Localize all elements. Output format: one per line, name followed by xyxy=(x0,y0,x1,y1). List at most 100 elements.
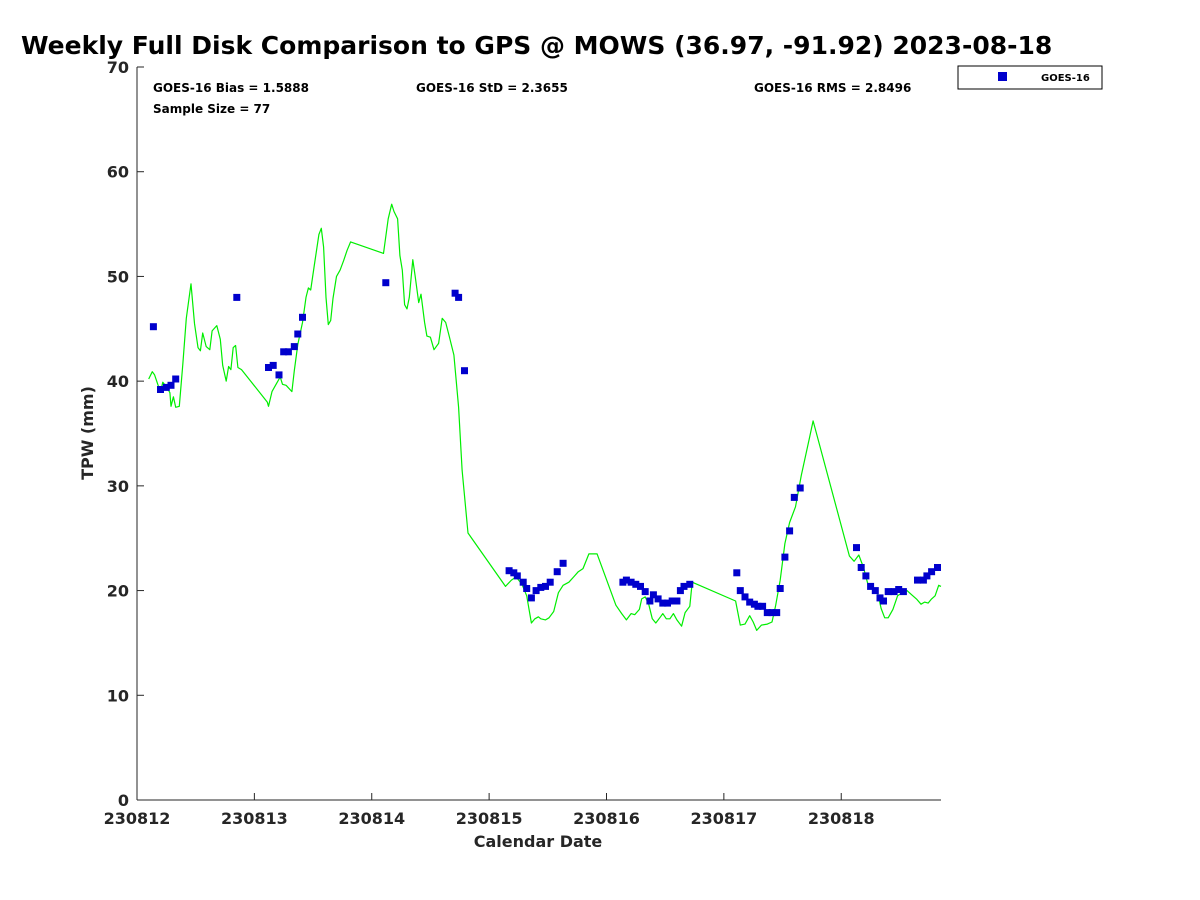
goes16-data-point xyxy=(649,591,657,599)
goes16-data-point xyxy=(923,572,931,580)
goes16-data-point xyxy=(290,343,298,351)
goes16-data-point xyxy=(637,582,644,590)
goes16-data-point xyxy=(527,594,535,602)
legend-box xyxy=(957,65,1103,90)
goes16-data-point xyxy=(759,602,767,610)
y-tick-label: 40 xyxy=(107,372,129,391)
goes16-data-point xyxy=(641,588,649,596)
goes16-data-point xyxy=(781,553,789,561)
goes16-data-point xyxy=(646,597,654,605)
goes16-data-point xyxy=(172,375,180,383)
stat-bias: GOES-16 Bias = 1.5888 xyxy=(153,81,309,95)
goes16-data-point xyxy=(542,582,549,590)
goes16-data-point xyxy=(928,568,936,576)
goes16-data-point xyxy=(382,279,390,287)
goes16-data-point xyxy=(523,585,531,592)
goes16-data-point xyxy=(673,597,681,605)
goes16-data-point xyxy=(162,383,170,391)
goes16-data-point xyxy=(773,609,781,617)
goes16-data-point xyxy=(890,588,898,596)
y-tick-label: 10 xyxy=(107,686,129,705)
goes16-data-point xyxy=(790,493,798,501)
goes16-data-point xyxy=(934,564,941,571)
goes16-data-point xyxy=(553,568,561,576)
legend: GOES-16 xyxy=(957,65,1103,90)
x-tick-label: 230815 xyxy=(456,809,523,828)
y-tick-label: 70 xyxy=(107,58,129,77)
goes16-scatter-series xyxy=(149,279,941,617)
legend-entry-goes16: GOES-16 xyxy=(1041,73,1090,84)
y-tick-label: 60 xyxy=(107,163,129,182)
goes16-data-point xyxy=(857,564,865,571)
plot-area: 0 10 20 30 40 50 60 70 230812 230813 230814 230815… xyxy=(104,58,942,828)
x-axis-label: Calendar Date xyxy=(474,832,603,851)
goes16-data-point xyxy=(537,583,545,591)
goes16-data-point xyxy=(880,597,887,605)
goes16-data-point xyxy=(233,293,241,301)
goes16-data-point xyxy=(659,599,667,607)
goes16-data-point xyxy=(265,364,272,371)
goes16-data-point xyxy=(741,593,749,601)
x-tick-label: 230813 xyxy=(221,809,288,828)
goes16-data-point xyxy=(884,588,892,596)
goes16-data-point xyxy=(632,580,640,588)
y-axis-label: TPW (mm) xyxy=(78,386,97,480)
goes16-data-point xyxy=(676,587,684,595)
x-ticks: 230812 230813 230814 230815 230816 230817 2308… xyxy=(104,793,875,828)
goes16-data-point xyxy=(149,323,157,331)
goes16-data-point xyxy=(919,576,927,584)
goes16-data-point xyxy=(451,289,459,297)
goes16-data-point xyxy=(284,348,292,356)
goes16-data-point xyxy=(746,598,754,606)
goes16-data-point xyxy=(461,367,468,375)
legend-marker-square xyxy=(998,72,1007,81)
stat-rms: GOES-16 RMS = 2.8496 xyxy=(754,81,911,95)
y-tick-label: 50 xyxy=(107,267,129,286)
goes16-data-point xyxy=(867,582,875,590)
goes16-data-point xyxy=(776,585,784,592)
goes16-data-point xyxy=(275,371,283,379)
goes16-data-point xyxy=(513,572,521,580)
x-tick-label: 230818 xyxy=(808,809,875,828)
goes16-data-point xyxy=(796,484,804,492)
goes16-data-point xyxy=(786,527,794,535)
stat-std: GOES-16 StD = 2.3655 xyxy=(416,81,568,95)
goes16-data-point xyxy=(664,599,671,607)
goes16-data-point xyxy=(167,381,175,389)
goes16-data-point xyxy=(280,348,288,356)
goes16-data-point xyxy=(871,587,879,595)
goes16-data-point xyxy=(914,576,921,584)
goes16-data-point xyxy=(733,569,741,577)
goes16-data-point xyxy=(895,586,903,593)
goes16-data-point xyxy=(559,559,567,567)
goes16-data-point xyxy=(269,361,277,369)
goes16-data-point xyxy=(546,578,554,586)
goes16-data-point xyxy=(654,595,662,603)
goes16-data-point xyxy=(157,386,164,393)
y-tick-label: 0 xyxy=(118,791,129,810)
x-tick-label: 230817 xyxy=(690,809,757,828)
goes16-data-point xyxy=(505,567,513,575)
goes16-data-point xyxy=(686,580,694,588)
goes16-data-point xyxy=(532,587,540,595)
goes16-data-point xyxy=(668,597,676,605)
x-tick-label: 230814 xyxy=(338,809,405,828)
stat-sample-size: Sample Size = 77 xyxy=(153,102,270,116)
gps-line xyxy=(148,203,942,631)
goes16-data-point xyxy=(736,587,744,595)
goes16-data-point xyxy=(862,572,870,580)
goes16-data-point xyxy=(853,544,860,552)
goes16-data-point xyxy=(680,582,688,590)
goes16-data-point xyxy=(899,588,907,596)
x-tick-label: 230812 xyxy=(104,809,171,828)
y-ticks: 0 10 20 30 40 50 60 70 xyxy=(107,58,144,810)
goes16-data-point xyxy=(627,578,635,586)
x-tick-label: 230816 xyxy=(573,809,640,828)
goes16-data-point xyxy=(763,609,771,617)
chart-title: Weekly Full Disk Comparison to GPS @ MOW… xyxy=(21,31,1052,60)
goes16-data-point xyxy=(455,293,463,301)
goes16-data-point xyxy=(299,313,306,321)
goes16-data-point xyxy=(768,609,776,617)
goes16-data-point xyxy=(294,330,302,338)
